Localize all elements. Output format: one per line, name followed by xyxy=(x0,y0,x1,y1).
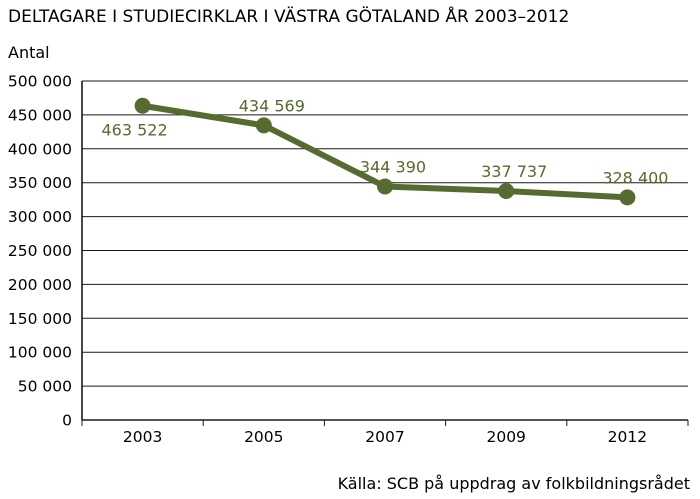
y-tick-label: 0 xyxy=(62,412,72,430)
data-label: 434 569 xyxy=(239,96,305,115)
y-axis-ticks: 0 50 000 100 000 150 000 200 000 250 000 300 0… xyxy=(8,73,72,430)
data-point xyxy=(498,183,515,200)
y-tick-label: 100 000 xyxy=(8,344,72,362)
data-label: 337 737 xyxy=(481,162,547,181)
data-point xyxy=(619,189,636,206)
y-tick-label: 400 000 xyxy=(8,140,72,158)
x-axis-ticks: 2003 2005 2007 2009 2012 xyxy=(81,420,689,446)
y-tick-label: 500 000 xyxy=(8,73,72,91)
y-tick-label: 300 000 xyxy=(8,208,72,226)
y-tick-label: 250 000 xyxy=(8,242,72,260)
data-point xyxy=(377,178,393,195)
y-tick-label: 450 000 xyxy=(8,106,72,124)
data-label: 463 522 xyxy=(102,121,168,140)
x-tick-label: 2012 xyxy=(608,428,647,446)
series-line: 463 522 434 569 344 390 337 737 328 400 xyxy=(102,96,668,206)
x-tick-label: 2009 xyxy=(486,428,525,446)
y-tick-label: 200 000 xyxy=(8,276,72,294)
y-tick-label: 350 000 xyxy=(8,174,72,192)
data-label: 344 390 xyxy=(360,158,426,177)
y-axis-label: Antal xyxy=(8,43,50,62)
y-tick-label: 150 000 xyxy=(8,310,72,328)
x-tick-label: 2005 xyxy=(244,428,283,446)
gridlines xyxy=(81,80,688,421)
y-tick-label: 50 000 xyxy=(18,378,72,396)
chart-title: DELTAGARE I STUDIECIRKLAR I VÄSTRA GÖTAL… xyxy=(8,5,569,27)
data-point xyxy=(255,117,272,134)
data-label: 328 400 xyxy=(602,168,668,187)
source-note: Källa: SCB på uppdrag av folkbildningsrå… xyxy=(338,474,690,493)
x-tick-label: 2007 xyxy=(365,428,404,446)
x-tick-label: 2003 xyxy=(123,428,162,446)
data-point xyxy=(134,97,151,114)
